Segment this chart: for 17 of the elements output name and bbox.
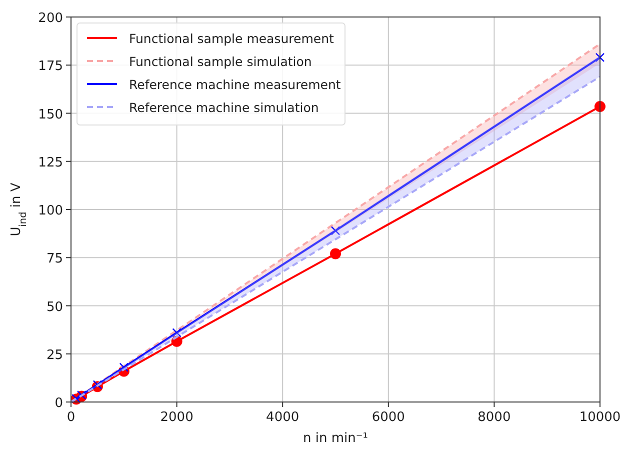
x-tick-label: 0 <box>66 410 76 425</box>
x-tick-label: 4000 <box>266 410 300 425</box>
x-tick-label: 10000 <box>579 410 621 425</box>
y-tick-label: 100 <box>38 204 63 218</box>
y-tick-label: 50 <box>46 300 63 315</box>
x-tick-label: 2000 <box>160 410 194 425</box>
y-tick-label: 125 <box>38 155 63 170</box>
x-tick-label: 8000 <box>478 410 511 425</box>
y-tick-label: 150 <box>38 107 63 122</box>
y-tick-label: 25 <box>46 348 63 363</box>
x-tick-label: 6000 <box>372 410 405 425</box>
y-tick-label: 200 <box>38 11 63 26</box>
legend-label: Functional sample measurement <box>129 31 334 46</box>
y-tick-label: 0 <box>54 396 63 411</box>
y-tick-label: 175 <box>38 59 63 74</box>
x-axis-title: n in min⁻¹ <box>303 431 368 446</box>
y-tick-label: 75 <box>46 252 63 267</box>
